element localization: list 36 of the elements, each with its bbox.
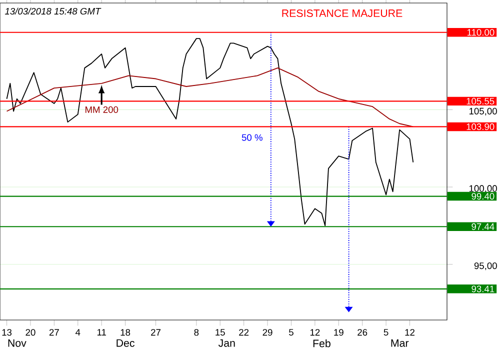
x-tick-label: 5 [384, 329, 388, 336]
x-tick-label: 11 [97, 329, 106, 336]
chart-title: 13/03/2018 15:48 GMT [4, 8, 102, 15]
x-tick-label: 19 [334, 329, 344, 336]
x-tick-label: 20 [26, 329, 36, 336]
annotation: RESISTANCE MAJEURE [282, 9, 402, 17]
x-tick-label: 4 [76, 329, 80, 336]
ref-line-label: 93.41 [472, 286, 494, 292]
x-tick-label: 13 [2, 329, 12, 336]
x-tick-label: 29 [262, 329, 272, 336]
ref-line-label: 99.40 [472, 193, 494, 200]
x2-tick-label: Mar [391, 339, 409, 347]
text: MM 200 [86, 106, 118, 113]
ref-line-label: 105.55 [466, 98, 494, 104]
x-tick-label: 22 [239, 329, 249, 336]
y-tick-label: 100,00 [469, 185, 497, 193]
x-tick-label: 5 [289, 329, 294, 336]
y-tick-label: 105,00 [469, 108, 497, 116]
y-tick-label: 95,00 [474, 262, 497, 270]
x2-tick-label: Dec [116, 339, 135, 347]
x-tick-label: 18 [120, 329, 130, 336]
x-tick-label: 26 [358, 329, 368, 336]
x2-tick-label: Nov [8, 339, 26, 347]
x2-tick-label: Feb [313, 339, 330, 348]
x-tick-label: 8 [194, 329, 199, 336]
ref-line-label: 97.44 [472, 223, 494, 230]
x-tick-label: 15 [216, 329, 225, 336]
line-series [6, 67, 414, 128]
x-tick-label: 27 [49, 329, 59, 336]
ref-line-label: 103.90 [466, 123, 494, 130]
ref-line-label: 110.00 [467, 29, 494, 36]
x-tick-label: 12 [310, 329, 320, 336]
x-tick-label: 12 [405, 329, 414, 336]
x-tick-label: 27 [151, 329, 160, 336]
x2-tick-label: Jan [218, 339, 235, 347]
annotation: 50 % [242, 134, 262, 141]
